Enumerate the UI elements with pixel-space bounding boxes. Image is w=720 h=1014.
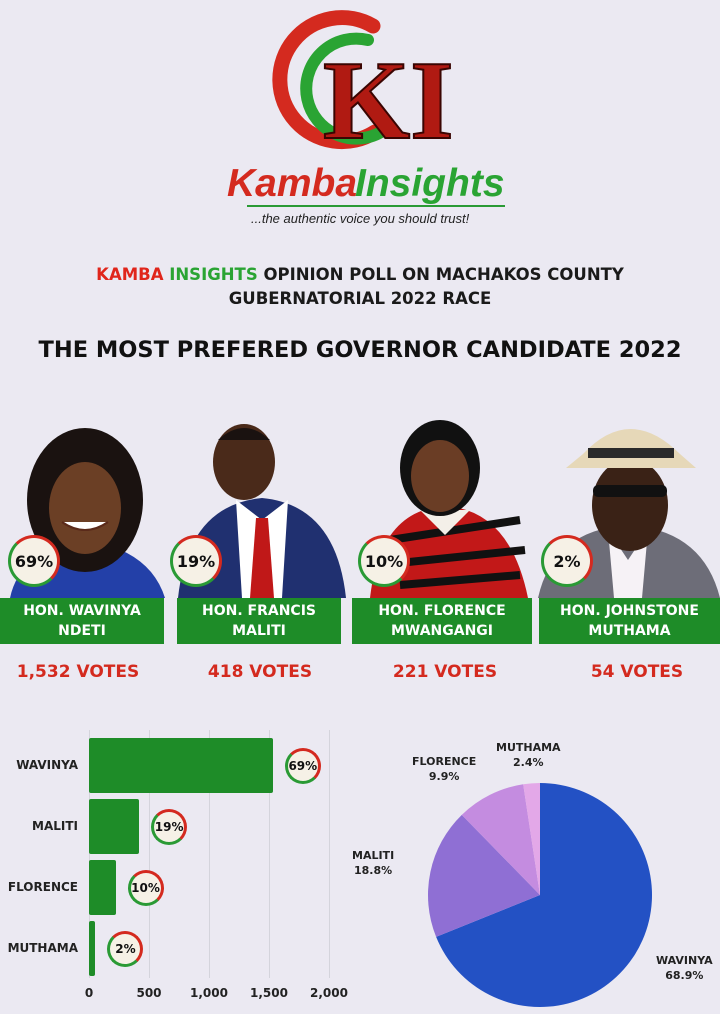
percent-badge: 10%	[358, 535, 410, 587]
title-kamba: KAMBA	[96, 265, 164, 284]
candidate-name-bar: HON. WAVINYA NDETI	[0, 598, 164, 644]
gridline	[149, 730, 150, 978]
svg-text:...the authentic voice you sho: ...the authentic voice you should trust!	[251, 211, 470, 226]
bar	[89, 921, 96, 976]
candidate-name-bar: HON. FRANCIS MALITI	[177, 598, 341, 644]
gridline	[209, 730, 210, 978]
gridline	[269, 730, 270, 978]
bar	[89, 799, 140, 854]
bar	[89, 738, 273, 793]
bar-data-label: 19%	[151, 808, 188, 845]
x-tick-label: 1,000	[190, 986, 228, 1000]
candidate-name-line2: MWANGANGI	[390, 623, 494, 639]
pie-slice-label: FLORENCE 9.9%	[412, 755, 477, 783]
candidate-photo-florence	[360, 410, 530, 598]
bar-data-label: 69%	[284, 747, 321, 784]
x-tick-label: 500	[136, 986, 162, 1000]
title-line2: GUBERNATORIAL 2022 RACE	[228, 289, 492, 308]
pie-slice	[461, 784, 540, 895]
vote-count: 1,532 VOTES	[16, 662, 140, 682]
vote-count: 54 VOTES	[590, 662, 684, 682]
pie-slice	[436, 783, 652, 1007]
svg-text:Insights: Insights	[355, 162, 505, 205]
candidate-name-line2: NDETI	[58, 623, 106, 639]
title-rest: OPINION POLL ON MACHAKOS COUNTY	[263, 265, 624, 284]
candidate-name-line1: HON. JOHNSTONE	[560, 603, 699, 619]
bar	[89, 860, 116, 915]
main-heading: THE MOST PREFERED GOVERNOR CANDIDATE 202…	[38, 337, 682, 363]
gridline	[329, 730, 330, 978]
category-label: MUTHAMA	[7, 940, 78, 955]
vote-count: 221 VOTES	[392, 662, 498, 682]
poll-title: KAMBA INSIGHTS OPINION POLL ON MACHAKOS …	[0, 263, 720, 311]
candidate-name-line2: MUTHAMA	[588, 623, 671, 639]
gridline	[89, 730, 90, 978]
x-tick-label: 1,500	[250, 986, 288, 1000]
category-label: MALITI	[32, 818, 78, 833]
bar-chart: 0 500 1,000 1,500 2,000 WAVINYA 69% MALITI 19% FL…	[0, 730, 380, 1010]
kamba-insights-logo: KI Kamba Insights ...the authentic voice…	[227, 10, 505, 226]
candidate-name-line2: MALITI	[232, 623, 286, 639]
candidate-photo-maliti	[178, 410, 346, 598]
percent-badge: 2%	[541, 535, 593, 587]
candidate-photo-wavinya	[0, 410, 170, 598]
category-label: FLORENCE	[7, 879, 78, 894]
candidate-name-line1: HON. WAVINYA	[23, 603, 141, 619]
svg-text:KI: KI	[323, 39, 454, 163]
candidate-name-bar: HON. JOHNSTONE MUTHAMA	[539, 598, 720, 644]
pie-slice	[428, 814, 540, 937]
vote-count: 418 VOTES	[207, 662, 313, 682]
pie-slice-label: WAVINYA 68.9%	[656, 954, 713, 982]
category-label: WAVINYA	[16, 757, 78, 772]
svg-text:Kamba: Kamba	[227, 162, 357, 205]
candidate-name-bar: HON. FLORENCE MWANGANGI	[352, 598, 532, 644]
pie-chart	[428, 783, 652, 1007]
bar-data-label: 2%	[107, 930, 144, 967]
candidate-name-line1: HON. FLORENCE	[378, 603, 506, 619]
pie-slice	[523, 783, 540, 895]
pie-slice-label: MUTHAMA 2.4%	[496, 741, 561, 769]
candidate-name-line1: HON. FRANCIS	[202, 603, 316, 619]
percent-badge: 69%	[8, 535, 60, 587]
pie-slice-label: MALITI 18.8%	[352, 849, 395, 877]
x-tick-label: 2,000	[310, 986, 348, 1000]
x-tick-label: 0	[84, 986, 94, 1000]
bar-data-label: 10%	[127, 869, 164, 906]
percent-badge: 19%	[170, 535, 222, 587]
title-insights: INSIGHTS	[169, 265, 258, 284]
